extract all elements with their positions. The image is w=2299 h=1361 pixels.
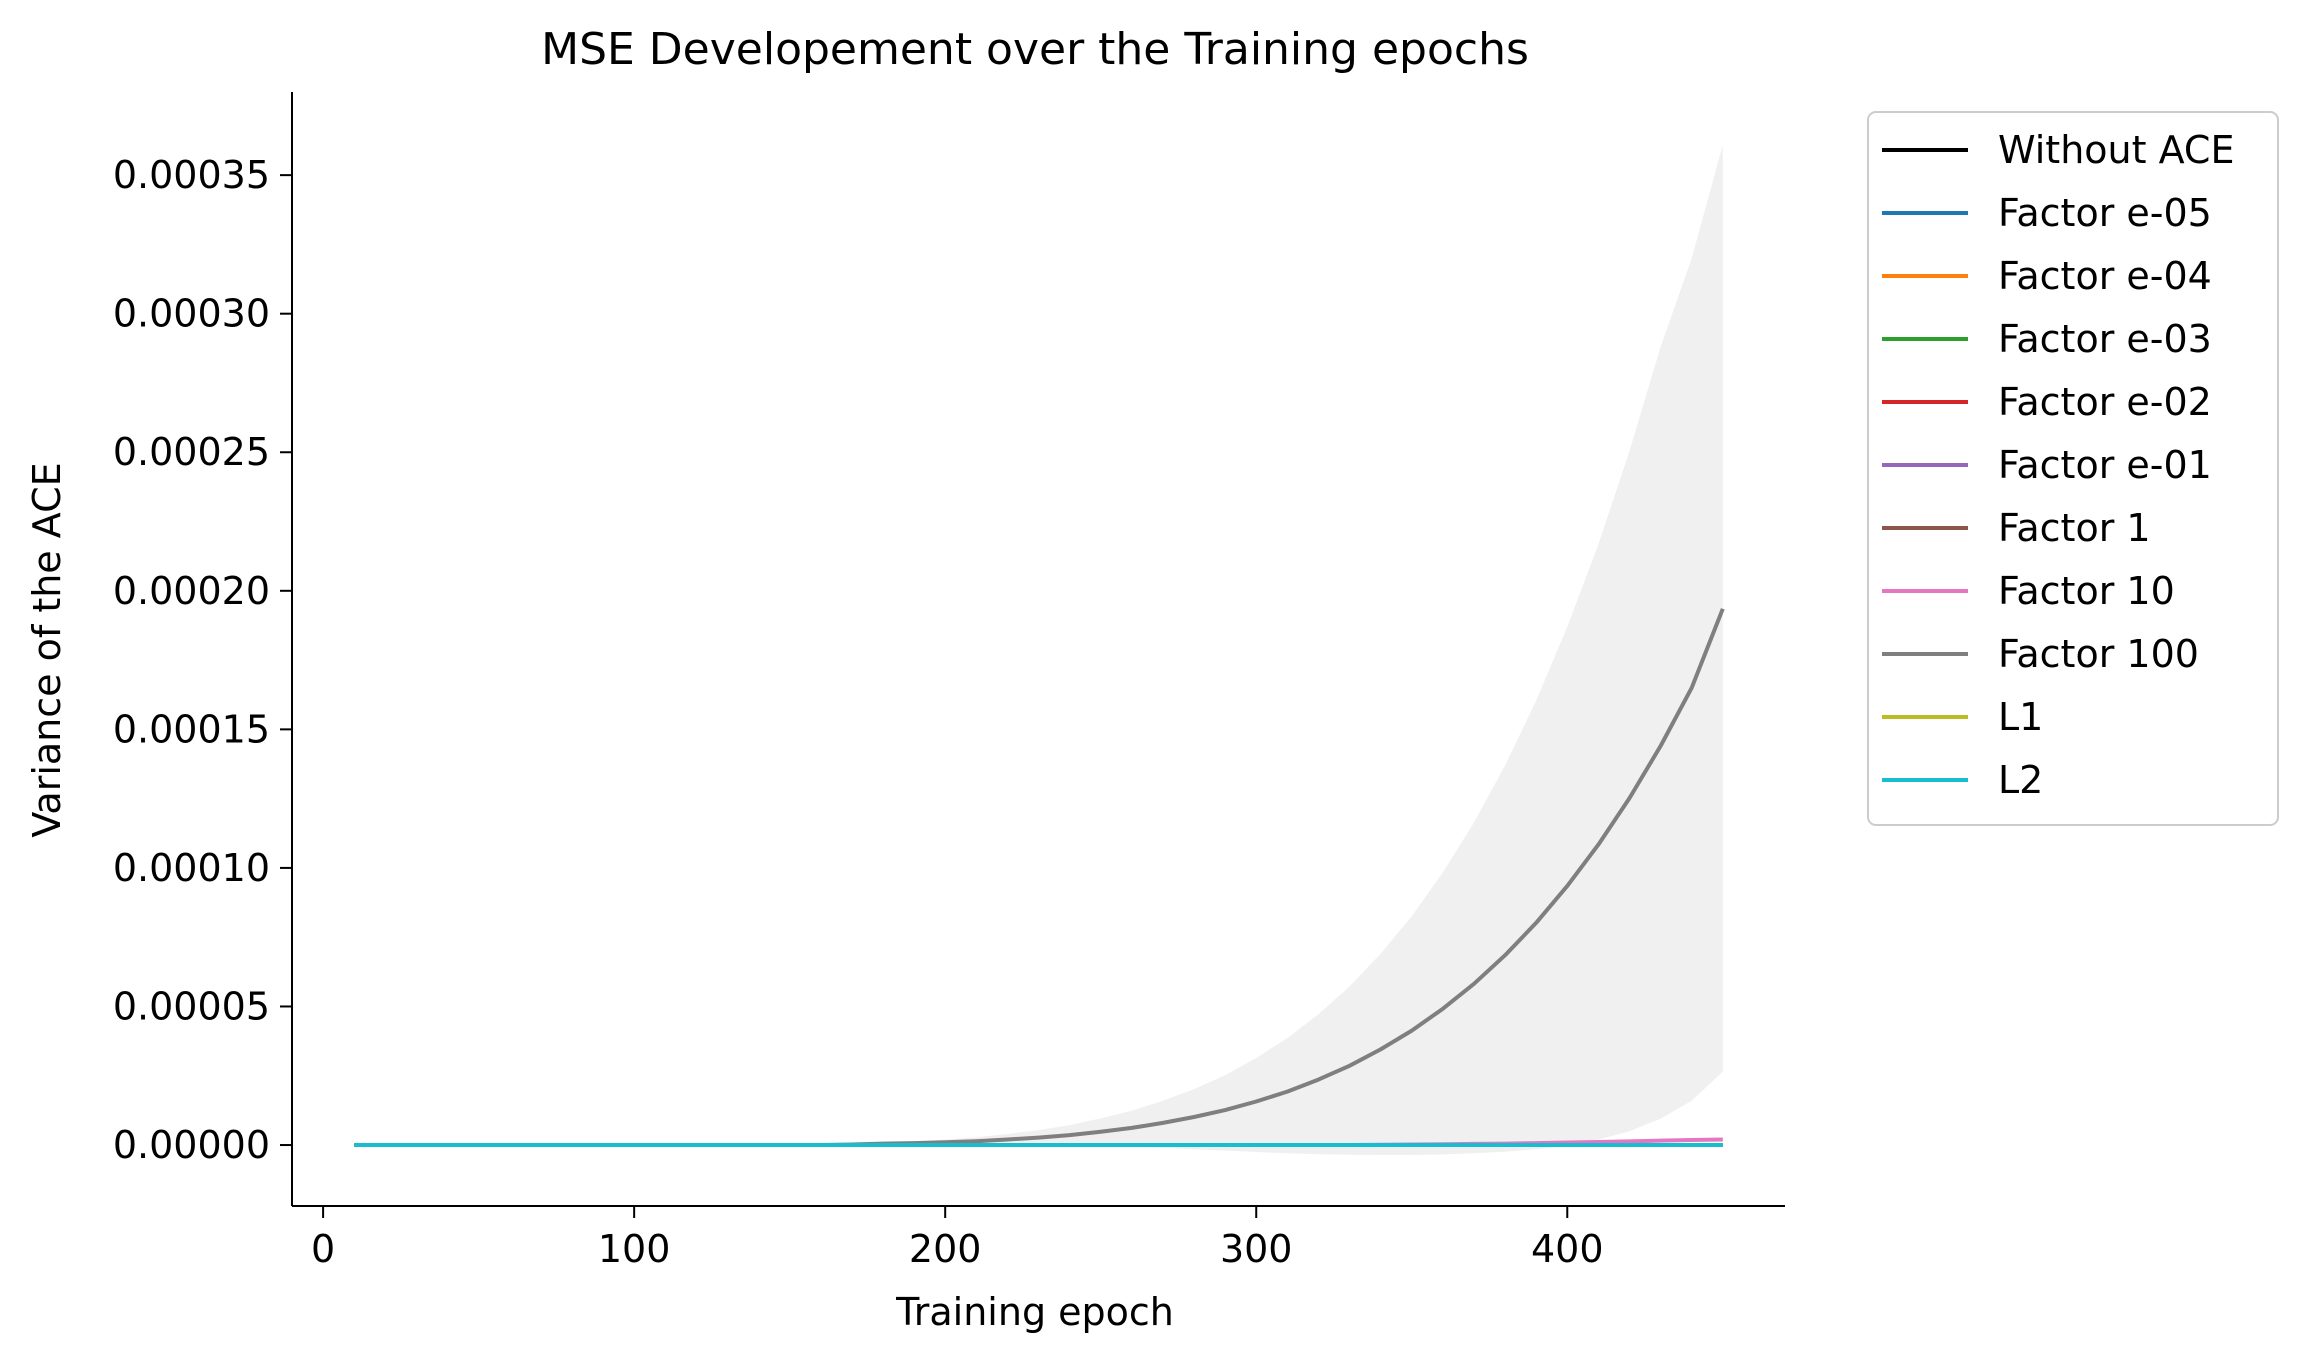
y-tick-label: 0.00030 <box>113 292 270 336</box>
legend-label: Factor e-02 <box>1998 380 2212 424</box>
legend-label: Without ACE <box>1998 128 2234 172</box>
x-tick-label: 300 <box>1220 1227 1293 1271</box>
x-axis-label: Training epoch <box>895 1290 1174 1334</box>
y-axis-label: Variance of the ACE <box>25 462 69 837</box>
x-tick-label: 0 <box>311 1227 335 1271</box>
x-tick-label: 200 <box>909 1227 982 1271</box>
plot-area <box>291 92 1785 1207</box>
y-tick-label: 0.00025 <box>113 430 270 474</box>
y-tick-label: 0.00000 <box>113 1123 270 1167</box>
y-tick-label: 0.00020 <box>113 569 270 613</box>
legend-label: Factor e-04 <box>1998 254 2212 298</box>
x-tick-label: 100 <box>598 1227 671 1271</box>
legend: Without ACE Factor e-05 Factor e-04 Factor … <box>1867 111 2279 826</box>
y-tick-label: 0.00005 <box>113 984 270 1028</box>
legend-label: Factor e-05 <box>1998 191 2212 235</box>
chart-title: MSE Developement over the Training epoch… <box>541 24 1529 75</box>
legend-label: Factor e-01 <box>1998 443 2212 487</box>
y-tick-label: 0.00015 <box>113 707 270 751</box>
y-tick-label: 0.00035 <box>113 153 270 197</box>
legend-label: Factor e-03 <box>1998 317 2212 361</box>
confidence-band-series-8 <box>354 144 1723 1155</box>
x-tick-label: 400 <box>1531 1227 1604 1271</box>
y-tick-label: 0.00010 <box>113 846 270 890</box>
legend-label: Factor 100 <box>1998 632 2199 676</box>
y-axis: 0.00000 0.00005 0.00010 0.00015 0.00020 0.000… <box>113 153 292 1167</box>
legend-label: Factor 1 <box>1998 506 2151 550</box>
legend-label: L2 <box>1998 758 2043 802</box>
legend-label: Factor 10 <box>1998 569 2175 613</box>
legend-label: L1 <box>1998 695 2043 739</box>
x-axis: 0 100 200 300 400 <box>311 1206 1604 1271</box>
legend-frame <box>1867 111 2279 826</box>
